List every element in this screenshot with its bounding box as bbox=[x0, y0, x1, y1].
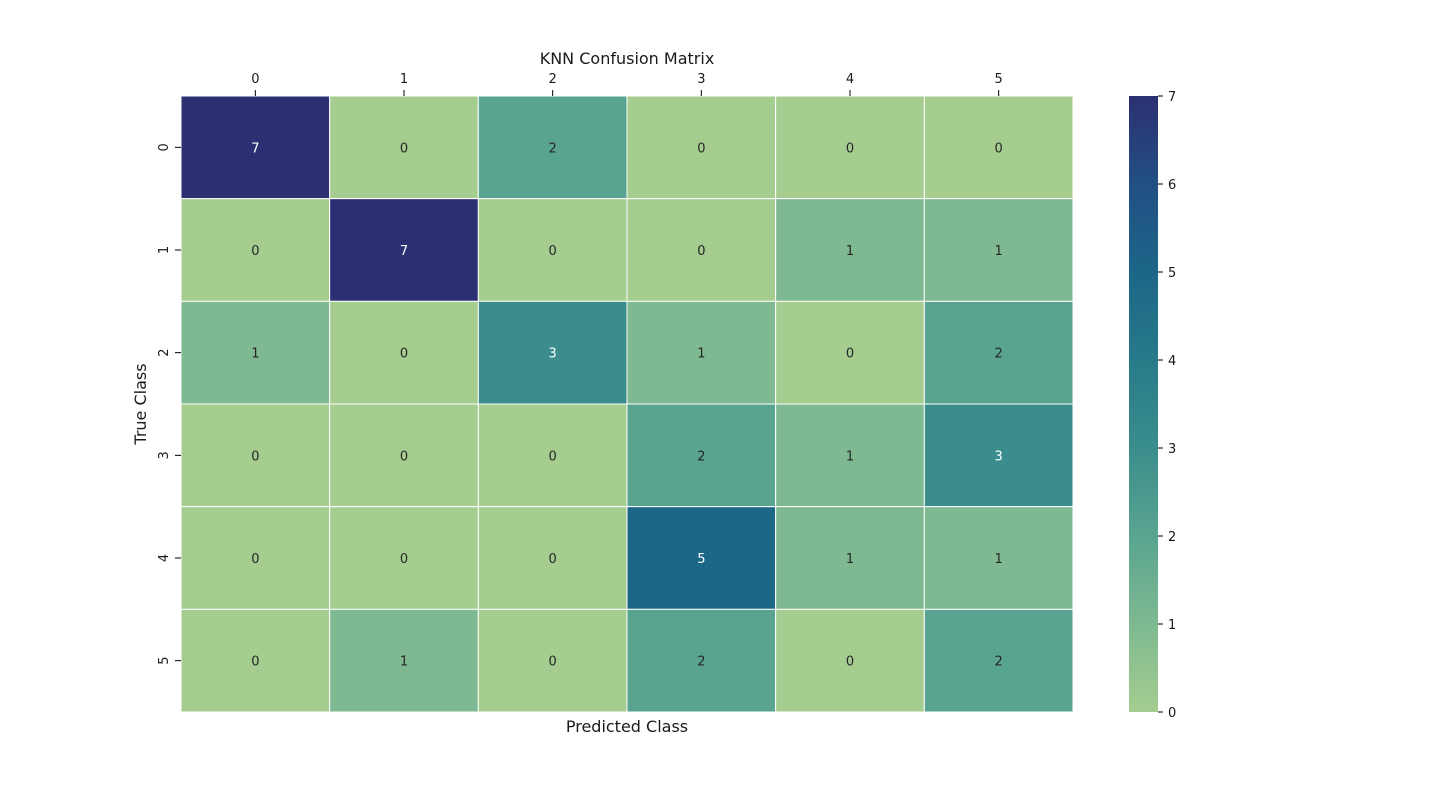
heatmap-cell bbox=[477, 403, 628, 508]
y-tick-label: 5 bbox=[157, 657, 172, 665]
cell-value-label: 1 bbox=[846, 449, 854, 464]
cell-value-label: 1 bbox=[846, 552, 854, 567]
heatmap-cell bbox=[329, 300, 479, 405]
heatmap-cell bbox=[626, 608, 777, 713]
heatmap-cell bbox=[626, 95, 777, 200]
y-tick-label: 2 bbox=[157, 349, 172, 357]
x-tick-label: 5 bbox=[995, 72, 1003, 87]
cell-value-label: 0 bbox=[697, 141, 705, 156]
heatmap-cell bbox=[329, 403, 479, 508]
x-axis-ticks: 0 1 2 3 4 5 bbox=[251, 72, 1003, 96]
heatmap-cell bbox=[923, 608, 1074, 713]
heatmap-cell bbox=[626, 198, 777, 302]
heatmap-cell bbox=[775, 95, 925, 200]
cell-value-label: 1 bbox=[251, 347, 259, 362]
heatmap-cell bbox=[477, 506, 628, 610]
cell-value-label: 3 bbox=[995, 449, 1003, 464]
cell-value-label: 0 bbox=[846, 655, 854, 670]
cell-value-label: 7 bbox=[251, 141, 259, 156]
cell-value-label: 0 bbox=[846, 347, 854, 362]
cell-value-label: 2 bbox=[697, 449, 705, 464]
cell-value-label: 3 bbox=[549, 347, 557, 362]
colorbar-tick-label: 4 bbox=[1168, 354, 1176, 369]
colorbar-tick-label: 5 bbox=[1168, 266, 1176, 281]
heatmap-cell bbox=[180, 506, 331, 610]
heatmap-cell bbox=[923, 95, 1074, 200]
heatmap-cell-labels: 7 0 2 0 0 0 0 7 0 0 1 1 1 0 3 1 0 2 0 0 0 2 1 3 0 0 0 5 1 1 0 1 0 2 0 2 bbox=[251, 141, 1003, 669]
x-tick-label: 0 bbox=[251, 72, 259, 87]
heatmap-cells bbox=[180, 95, 1074, 713]
colorbar bbox=[1129, 96, 1158, 712]
chart-title: KNN Confusion Matrix bbox=[540, 49, 715, 68]
colorbar-tick-label: 0 bbox=[1168, 706, 1176, 721]
colorbar-tick-label: 7 bbox=[1168, 90, 1176, 105]
x-tick-label: 3 bbox=[697, 72, 705, 87]
cell-value-label: 0 bbox=[400, 347, 408, 362]
cell-value-label: 0 bbox=[251, 244, 259, 259]
y-tick-label: 4 bbox=[157, 554, 172, 562]
cell-value-label: 0 bbox=[400, 552, 408, 567]
cell-value-label: 1 bbox=[697, 347, 705, 362]
heatmap-cell bbox=[180, 608, 331, 713]
cell-value-label: 0 bbox=[400, 141, 408, 156]
heatmap-cell bbox=[180, 403, 331, 508]
x-tick-label: 1 bbox=[400, 72, 408, 87]
cell-value-label: 0 bbox=[995, 141, 1003, 156]
x-tick-label: 4 bbox=[846, 72, 854, 87]
cell-value-label: 0 bbox=[251, 552, 259, 567]
cell-value-label: 7 bbox=[400, 244, 408, 259]
cell-value-label: 0 bbox=[400, 449, 408, 464]
colorbar-tick-label: 1 bbox=[1168, 618, 1176, 633]
y-axis-ticks: 0 1 2 3 4 5 bbox=[157, 143, 181, 665]
heatmap-cell bbox=[923, 300, 1074, 405]
cell-value-label: 2 bbox=[697, 655, 705, 670]
cell-value-label: 1 bbox=[400, 655, 408, 670]
cell-value-label: 0 bbox=[846, 141, 854, 156]
cell-value-label: 0 bbox=[549, 552, 557, 567]
x-axis-label: Predicted Class bbox=[566, 717, 688, 736]
heatmap-cell bbox=[775, 403, 925, 508]
heatmap-cell bbox=[180, 95, 331, 200]
heatmap-cell bbox=[329, 95, 479, 200]
cell-value-label: 2 bbox=[549, 141, 557, 156]
heatmap-cell bbox=[477, 300, 628, 405]
heatmap-cell bbox=[775, 506, 925, 610]
cell-value-label: 0 bbox=[251, 655, 259, 670]
heatmap-cell bbox=[626, 300, 777, 405]
heatmap-cell bbox=[329, 198, 479, 302]
cell-value-label: 5 bbox=[697, 552, 705, 567]
cell-value-label: 1 bbox=[995, 552, 1003, 567]
cell-value-label: 1 bbox=[846, 244, 854, 259]
y-tick-label: 3 bbox=[157, 451, 172, 459]
heatmap-cell bbox=[626, 506, 777, 610]
colorbar-tick-label: 3 bbox=[1168, 442, 1176, 457]
colorbar-tick-label: 2 bbox=[1168, 530, 1176, 545]
cell-value-label: 0 bbox=[251, 449, 259, 464]
cell-value-label: 1 bbox=[995, 244, 1003, 259]
colorbar-tick-label: 6 bbox=[1168, 178, 1176, 193]
heatmap-cell bbox=[775, 608, 925, 713]
cell-value-label: 0 bbox=[549, 655, 557, 670]
heatmap-cell bbox=[775, 300, 925, 405]
colorbar-ticks: 0 1 2 3 4 5 6 7 bbox=[1158, 90, 1176, 721]
y-tick-label: 1 bbox=[157, 246, 172, 254]
cell-value-label: 0 bbox=[549, 244, 557, 259]
y-tick-label: 0 bbox=[157, 143, 172, 151]
heatmap-cell bbox=[923, 403, 1074, 508]
y-axis-label: True Class bbox=[131, 363, 150, 445]
cell-value-label: 0 bbox=[697, 244, 705, 259]
cell-value-label: 0 bbox=[549, 449, 557, 464]
heatmap-cell bbox=[923, 506, 1074, 610]
cell-value-label: 2 bbox=[995, 655, 1003, 670]
cell-value-label: 2 bbox=[995, 347, 1003, 362]
heatmap-cell bbox=[626, 403, 777, 508]
heatmap-cell bbox=[180, 300, 331, 405]
heatmap-cell bbox=[923, 198, 1074, 302]
x-tick-label: 2 bbox=[549, 72, 557, 87]
